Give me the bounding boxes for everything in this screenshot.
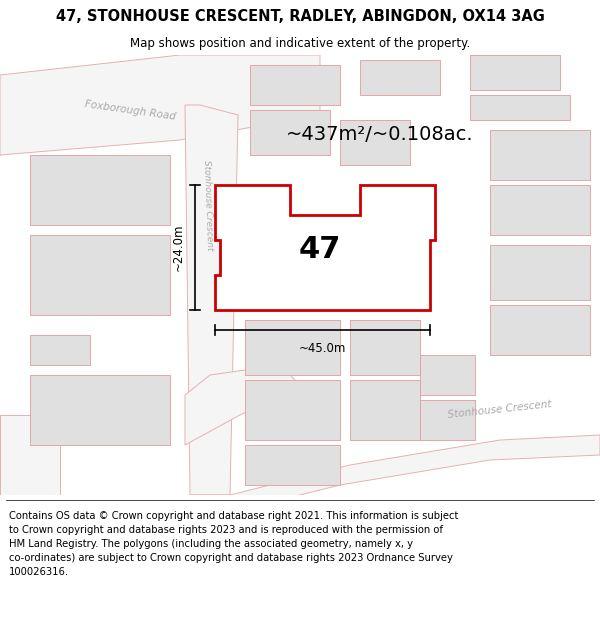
- Polygon shape: [250, 65, 340, 105]
- Polygon shape: [490, 130, 590, 180]
- Text: Stonhouse Crescent: Stonhouse Crescent: [448, 399, 553, 421]
- Polygon shape: [30, 335, 90, 365]
- Polygon shape: [470, 95, 570, 120]
- Polygon shape: [30, 155, 170, 225]
- Text: ~437m²/~0.108ac.: ~437m²/~0.108ac.: [286, 126, 474, 144]
- Polygon shape: [420, 400, 475, 440]
- Polygon shape: [350, 380, 420, 440]
- Polygon shape: [490, 305, 590, 355]
- Text: 47: 47: [299, 236, 341, 264]
- Polygon shape: [250, 110, 330, 155]
- Polygon shape: [490, 185, 590, 235]
- Polygon shape: [30, 235, 170, 315]
- Polygon shape: [420, 355, 475, 395]
- Text: Stonhouse Crescent: Stonhouse Crescent: [202, 159, 214, 251]
- Polygon shape: [185, 365, 300, 445]
- Polygon shape: [490, 245, 590, 300]
- Text: ~45.0m: ~45.0m: [299, 342, 346, 355]
- Text: Map shows position and indicative extent of the property.: Map shows position and indicative extent…: [130, 38, 470, 51]
- Polygon shape: [245, 380, 340, 440]
- Polygon shape: [470, 55, 560, 90]
- Text: ~24.0m: ~24.0m: [172, 224, 185, 271]
- Polygon shape: [215, 185, 435, 310]
- Polygon shape: [350, 320, 420, 375]
- Text: Contains OS data © Crown copyright and database right 2021. This information is : Contains OS data © Crown copyright and d…: [9, 511, 458, 577]
- Polygon shape: [0, 55, 320, 155]
- Polygon shape: [30, 375, 170, 445]
- Polygon shape: [0, 415, 60, 495]
- Text: Foxborough Road: Foxborough Road: [84, 99, 176, 121]
- Polygon shape: [190, 435, 600, 515]
- Polygon shape: [245, 320, 340, 375]
- Polygon shape: [360, 60, 440, 95]
- Text: 47, STONHOUSE CRESCENT, RADLEY, ABINGDON, OX14 3AG: 47, STONHOUSE CRESCENT, RADLEY, ABINGDON…: [56, 9, 544, 24]
- Polygon shape: [185, 105, 238, 495]
- Polygon shape: [245, 445, 340, 485]
- Polygon shape: [340, 120, 410, 165]
